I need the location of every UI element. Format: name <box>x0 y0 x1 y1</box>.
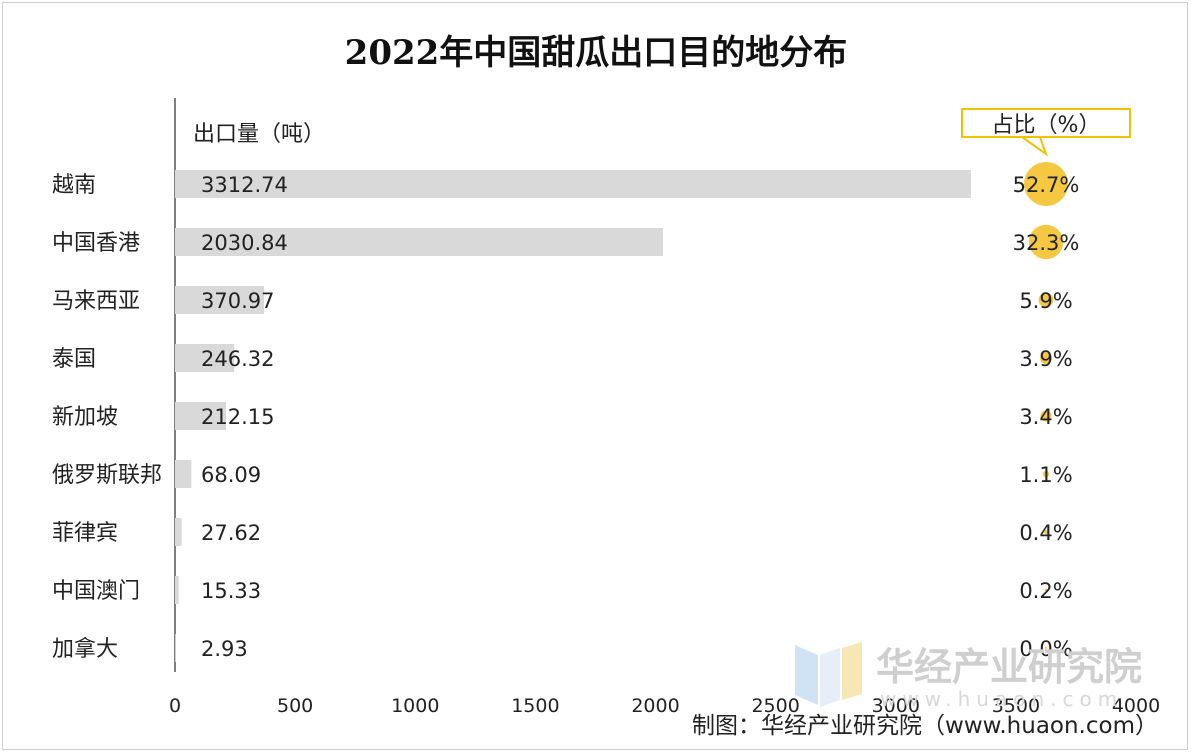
bar <box>175 170 971 198</box>
value-label: 246.32 <box>201 347 274 371</box>
bar <box>175 634 176 662</box>
source-note: 制图：华经产业研究院（www.huaon.com） <box>692 713 1158 739</box>
value-label: 370.97 <box>201 289 274 313</box>
share-value-label: 3.9% <box>1019 347 1072 371</box>
value-label: 3312.74 <box>201 173 288 197</box>
value-label: 27.62 <box>201 521 261 545</box>
share-value-label: 0.4% <box>1019 521 1072 545</box>
x-tick-label: 4000 <box>1112 695 1160 717</box>
value-label: 212.15 <box>201 405 274 429</box>
share-value-label: 3.4% <box>1019 405 1072 429</box>
bar <box>175 344 235 372</box>
bar <box>175 228 663 256</box>
share-bubble <box>1044 588 1048 592</box>
watermark-url: www.huaon.com <box>880 687 1123 711</box>
share-bubble <box>1044 530 1048 534</box>
category-label: 越南 <box>52 173 96 198</box>
bar <box>175 460 192 488</box>
share-callout: 占比（%） <box>961 108 1131 157</box>
category-label: 马来西亚 <box>52 289 140 314</box>
share-bubble <box>1044 646 1048 650</box>
bar <box>175 402 226 430</box>
x-tick-label: 1500 <box>511 695 559 717</box>
value-axis-label: 出口量（吨） <box>193 122 325 147</box>
watermark-text: 华经产业研究院 <box>876 645 1142 689</box>
x-ticks-group: 0 500 1000 1500 2000 2500 3000 3500 4000 <box>169 695 1160 717</box>
value-label: 2.93 <box>201 637 248 661</box>
share-value-label: 0.2% <box>1019 579 1072 603</box>
bar <box>175 286 265 314</box>
share-value-label: 5.9% <box>1019 289 1072 313</box>
category-label: 新加坡 <box>52 405 118 430</box>
share-bubble <box>1038 292 1054 308</box>
share-bubble <box>1042 470 1050 478</box>
watermark: 华经产业研究院 www.huaon.com <box>795 642 1142 711</box>
share-value-label: 1.1% <box>1019 463 1072 487</box>
x-tick-label: 500 <box>277 695 313 717</box>
category-label: 中国澳门 <box>52 579 140 604</box>
category-label: 泰国 <box>52 347 96 372</box>
value-label: 15.33 <box>201 579 261 603</box>
share-bubble <box>1040 410 1052 422</box>
bar <box>175 518 182 546</box>
share-value-label: 52.7% <box>1013 173 1080 197</box>
share-bubble <box>1028 224 1064 260</box>
category-label: 中国香港 <box>52 231 140 256</box>
value-label: 68.09 <box>201 463 261 487</box>
x-tick-label: 0 <box>169 695 181 717</box>
x-tick-label: 3500 <box>992 695 1040 717</box>
share-label: 占比（%） <box>992 113 1101 138</box>
x-tick-label: 1000 <box>391 695 439 717</box>
category-label: 加拿大 <box>52 636 118 662</box>
x-tick-label: 2000 <box>631 695 679 717</box>
share-bubble <box>1024 162 1068 206</box>
x-tick-label: 2500 <box>751 695 799 717</box>
category-label: 俄罗斯联邦 <box>52 463 162 488</box>
bars-group: 越南 3312.74 52.7% 中国香港 2030.84 32.3% 马来西亚 370.97… <box>52 162 1079 662</box>
share-bubble <box>1040 352 1052 364</box>
value-label: 2030.84 <box>201 231 288 255</box>
share-value-label: 32.3% <box>1013 231 1080 255</box>
category-label: 菲律宾 <box>52 521 118 546</box>
x-tick-label: 3000 <box>872 695 920 717</box>
chart-title: 2022年中国甜瓜出口目的地分布 <box>345 33 848 73</box>
bar <box>175 576 179 604</box>
share-value-label: 0.0% <box>1019 637 1072 661</box>
